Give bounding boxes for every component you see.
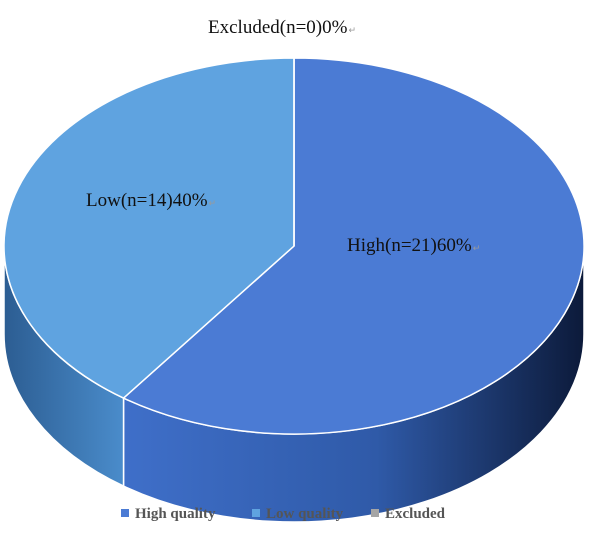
legend: High quality Low quality Excluded [121,506,446,522]
legend-label: Low quality [266,506,344,522]
legend-swatch [371,509,379,517]
legend-label: High quality [135,506,216,522]
return-mark-icon: ↵ [473,244,481,254]
return-mark-icon: ↵ [348,26,356,36]
slice-low-quality [3,57,295,399]
data-label-low-quality: Low(n=14)40%↵ [86,190,216,211]
return-mark-icon: ↵ [209,199,217,209]
legend-item-high-quality: High quality [121,506,216,522]
legend-item-low-quality: Low quality [252,506,344,522]
legend-label: Excluded [385,506,446,522]
legend-swatch [121,509,129,517]
legend-item-excluded: Excluded [371,506,446,522]
slice-labels: High(n=21)60%↵ Low(n=14)40%↵ Excluded(n=0)… [86,17,480,256]
data-label-high-quality: High(n=21)60%↵ [347,235,480,256]
pie-top [3,57,585,435]
slice-high-quality [122,57,585,435]
legend-swatch [252,509,260,517]
data-label-excluded: Excluded(n=0)0%↵ [208,17,356,38]
